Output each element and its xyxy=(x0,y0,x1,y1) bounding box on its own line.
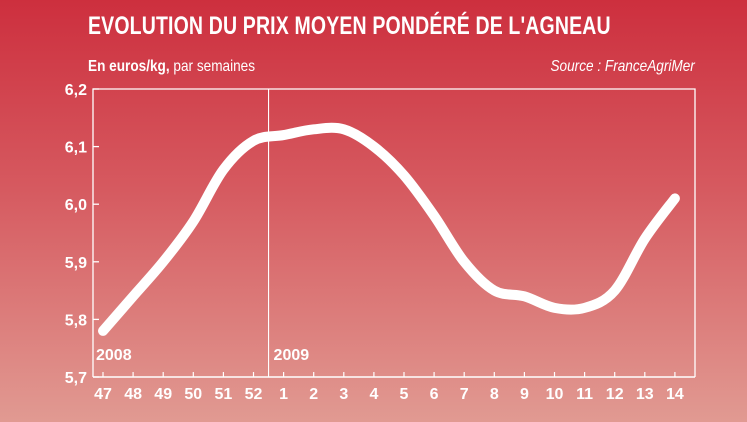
x-tick-label: 1 xyxy=(279,386,288,403)
data-point xyxy=(193,221,194,222)
unit-label: En euros/kg, xyxy=(88,58,170,75)
x-tick-label: 13 xyxy=(636,386,654,403)
x-tick-label: 10 xyxy=(546,386,564,403)
x-tick-label: 6 xyxy=(430,386,439,403)
data-point xyxy=(494,290,495,291)
plot-frame xyxy=(92,88,696,377)
data-point xyxy=(283,135,284,136)
data-point xyxy=(223,169,224,170)
data-point xyxy=(373,146,374,147)
data-point xyxy=(103,330,104,331)
x-tick-label: 11 xyxy=(576,386,593,403)
x-tick-label: 48 xyxy=(124,386,142,403)
data-point xyxy=(313,129,314,130)
x-tick-label: 51 xyxy=(215,386,233,403)
data-point xyxy=(404,175,405,176)
x-tick-label: 2 xyxy=(309,386,318,403)
x-tick-label: 8 xyxy=(490,386,499,403)
chart-subtitle: En euros/kg, par semaines xyxy=(88,58,255,76)
year-label: 2009 xyxy=(274,347,310,364)
x-tick-label: 50 xyxy=(184,386,202,403)
x-tick-label: 52 xyxy=(245,386,263,403)
data-point xyxy=(524,296,525,297)
data-point xyxy=(133,296,134,297)
x-tick-label: 5 xyxy=(400,386,409,403)
y-tick-label: 6,1 xyxy=(65,140,87,157)
data-point xyxy=(253,140,254,141)
x-tick-label: 3 xyxy=(339,386,348,403)
x-tick-label: 7 xyxy=(460,386,469,403)
y-tick-label: 5,9 xyxy=(65,255,87,272)
y-tick-label: 5,7 xyxy=(65,370,87,387)
x-tick-label: 14 xyxy=(666,386,684,403)
data-point xyxy=(674,198,675,199)
series-line xyxy=(98,122,680,336)
data-point xyxy=(163,261,164,262)
chart-title: EVOLUTION DU PRIX MOYEN PONDÉRÉ DE L'AGN… xyxy=(88,12,611,40)
x-tick-label: 9 xyxy=(520,386,529,403)
x-tick-label: 12 xyxy=(606,386,624,403)
y-tick-label: 6,0 xyxy=(65,197,87,214)
data-point xyxy=(584,307,585,308)
data-point xyxy=(434,215,435,216)
data-point xyxy=(554,307,555,308)
source-note: Source : FranceAgriMer xyxy=(550,58,695,75)
unit-note: par semaines xyxy=(169,58,256,75)
x-tick-label: 47 xyxy=(94,386,112,403)
year-label: 2008 xyxy=(96,347,132,364)
data-point xyxy=(614,290,615,291)
data-point xyxy=(343,129,344,130)
x-tick-label: 4 xyxy=(369,386,378,403)
y-tick-label: 5,8 xyxy=(65,312,87,329)
x-tick-label: 49 xyxy=(154,386,172,403)
data-point xyxy=(464,261,465,262)
y-tick-label: 6,2 xyxy=(65,82,87,99)
data-point xyxy=(644,238,645,239)
